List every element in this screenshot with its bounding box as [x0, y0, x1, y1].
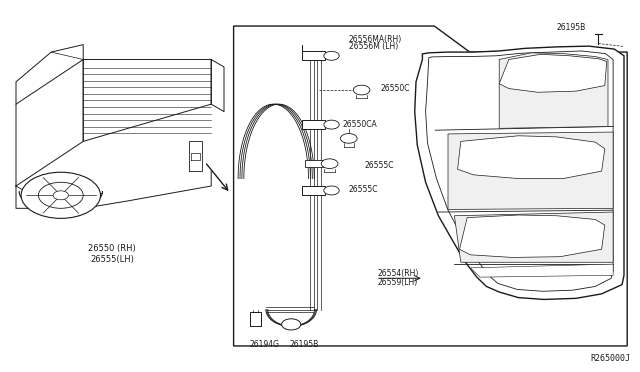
- Polygon shape: [211, 60, 224, 112]
- Text: 26559(LH): 26559(LH): [378, 278, 418, 287]
- Circle shape: [340, 134, 357, 143]
- Polygon shape: [458, 136, 605, 179]
- Polygon shape: [454, 212, 613, 262]
- Bar: [302, 51, 325, 60]
- Text: R265000J: R265000J: [590, 354, 630, 363]
- Bar: [305, 160, 323, 167]
- Text: 26195B: 26195B: [557, 23, 586, 32]
- Circle shape: [353, 85, 370, 95]
- Polygon shape: [448, 132, 613, 209]
- Text: 26550C: 26550C: [381, 84, 410, 93]
- Text: 26195B: 26195B: [289, 340, 319, 349]
- Text: 26550CA: 26550CA: [342, 120, 377, 129]
- Polygon shape: [16, 60, 83, 186]
- Circle shape: [324, 186, 339, 195]
- Text: 26555(LH): 26555(LH): [90, 255, 134, 264]
- Circle shape: [38, 182, 83, 208]
- Polygon shape: [234, 26, 627, 346]
- Text: 26194G: 26194G: [250, 340, 280, 349]
- Bar: [302, 120, 325, 129]
- Text: 26556M (LH): 26556M (LH): [349, 42, 398, 51]
- Polygon shape: [499, 54, 607, 92]
- Polygon shape: [460, 215, 605, 257]
- Polygon shape: [83, 60, 211, 141]
- Circle shape: [282, 319, 301, 330]
- Text: 26555C: 26555C: [349, 185, 378, 194]
- Circle shape: [324, 51, 339, 60]
- Polygon shape: [415, 46, 624, 299]
- Text: 26554(RH): 26554(RH): [378, 269, 419, 278]
- Text: 26556MA(RH): 26556MA(RH): [349, 35, 402, 44]
- Text: 26555C: 26555C: [365, 161, 394, 170]
- Text: 26550 (RH): 26550 (RH): [88, 244, 136, 253]
- Circle shape: [321, 159, 338, 169]
- Circle shape: [53, 191, 68, 200]
- Circle shape: [324, 120, 339, 129]
- Polygon shape: [499, 53, 608, 128]
- Polygon shape: [470, 264, 613, 277]
- Bar: [302, 186, 325, 195]
- Circle shape: [21, 172, 100, 218]
